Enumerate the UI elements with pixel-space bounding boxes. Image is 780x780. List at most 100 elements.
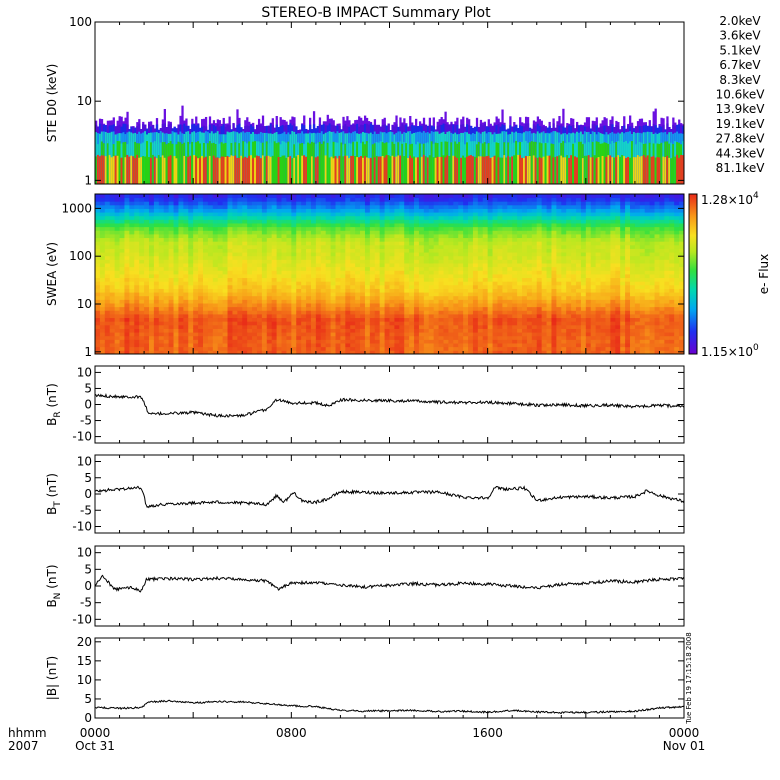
swea-cell	[212, 332, 219, 337]
swea-cell	[335, 321, 341, 326]
swea-cell	[266, 255, 273, 260]
swea-cell	[217, 324, 224, 329]
swea-cell	[296, 281, 302, 286]
swea-cell	[360, 339, 366, 344]
swea-cell	[394, 201, 400, 206]
swea-cell	[301, 310, 307, 315]
swea-cell	[95, 204, 101, 209]
swea-cell	[330, 339, 336, 344]
swea-cell	[178, 219, 184, 224]
swea-cell	[418, 343, 425, 348]
swea-cell	[271, 277, 278, 282]
ste-bar-band	[106, 156, 110, 184]
swea-cell	[271, 237, 278, 242]
swea-cell	[183, 295, 189, 300]
swea-cell	[306, 274, 312, 279]
ste-bar-band	[623, 156, 626, 184]
swea-cell	[207, 215, 214, 220]
swea-cell	[276, 237, 282, 242]
ste-bar-band	[98, 156, 102, 184]
swea-cell	[109, 346, 116, 351]
swea-cell	[134, 208, 140, 213]
swea-cell	[237, 230, 243, 235]
swea-cell	[139, 317, 145, 322]
swea-cell	[134, 288, 140, 293]
swea-cell	[148, 252, 155, 257]
swea-cell	[256, 194, 263, 199]
swea-cell	[458, 295, 464, 300]
ste-bar-band	[148, 157, 151, 184]
ste-bar-band	[524, 155, 528, 184]
swea-cell	[364, 274, 371, 279]
swea-cell	[384, 208, 390, 213]
swea-cell	[266, 335, 273, 340]
swea-cell	[178, 292, 184, 297]
swea-cell	[232, 226, 238, 231]
swea-cell	[458, 270, 464, 275]
ste-legend-entry: 44.3keV	[716, 146, 766, 160]
swea-cell	[340, 201, 346, 206]
swea-cell	[409, 204, 415, 209]
swea-cell	[404, 223, 410, 228]
swea-cell	[193, 317, 199, 322]
swea-cell	[252, 317, 258, 322]
swea-cell	[428, 314, 435, 319]
swea-cell	[364, 299, 371, 304]
swea-cell	[237, 215, 243, 220]
swea-cell	[458, 350, 464, 355]
swea-cell	[119, 237, 125, 242]
swea-cell	[276, 248, 282, 253]
swea-cell	[271, 219, 278, 224]
swea-cell	[163, 230, 170, 235]
swea-cell	[158, 270, 165, 275]
swea-cell	[134, 281, 140, 286]
swea-cell	[188, 306, 194, 311]
swea-cell	[266, 201, 273, 206]
swea-cell	[286, 303, 292, 308]
swea-cell	[276, 299, 282, 304]
ste-bar-band	[434, 157, 437, 184]
swea-cell	[124, 201, 130, 206]
swea-cell	[472, 252, 479, 257]
swea-cell	[104, 310, 111, 315]
swea-cell	[144, 324, 150, 329]
swea-cell	[183, 314, 189, 319]
swea-cell	[99, 284, 106, 289]
swea-cell	[104, 321, 111, 326]
swea-cell	[296, 321, 302, 326]
swea-cell	[335, 212, 341, 217]
swea-cell	[173, 277, 179, 282]
swea-cell	[418, 215, 425, 220]
swea-cell	[325, 314, 331, 319]
swea-cell	[340, 263, 346, 268]
swea-cell	[212, 284, 219, 289]
swea-cell	[364, 332, 371, 337]
swea-cell	[212, 328, 219, 333]
swea-cell	[345, 295, 351, 300]
swea-cell	[193, 215, 199, 220]
ste-bar-band	[114, 155, 117, 184]
ste-bar-band	[138, 157, 141, 184]
swea-cell	[330, 266, 336, 271]
swea-cell	[350, 259, 356, 264]
swea-cell	[173, 230, 179, 235]
ste-bar-band	[318, 156, 322, 184]
swea-cell	[217, 255, 224, 260]
swea-cell	[173, 306, 179, 311]
swea-cell	[364, 248, 371, 253]
ste-bar-band	[548, 155, 551, 184]
swea-cell	[325, 204, 331, 209]
ste-bar-band	[342, 156, 345, 184]
swea-cell	[173, 284, 179, 289]
swea-cell	[109, 274, 116, 279]
ste-bar-band	[530, 156, 534, 184]
swea-cell	[374, 332, 381, 337]
swea-cell	[99, 306, 106, 311]
swea-cell	[389, 252, 395, 257]
swea-cell	[202, 259, 209, 264]
swea-cell	[261, 255, 268, 260]
swea-cell	[178, 241, 184, 246]
swea-cell	[212, 266, 219, 271]
swea-cell	[99, 223, 106, 228]
swea-cell	[129, 201, 135, 206]
